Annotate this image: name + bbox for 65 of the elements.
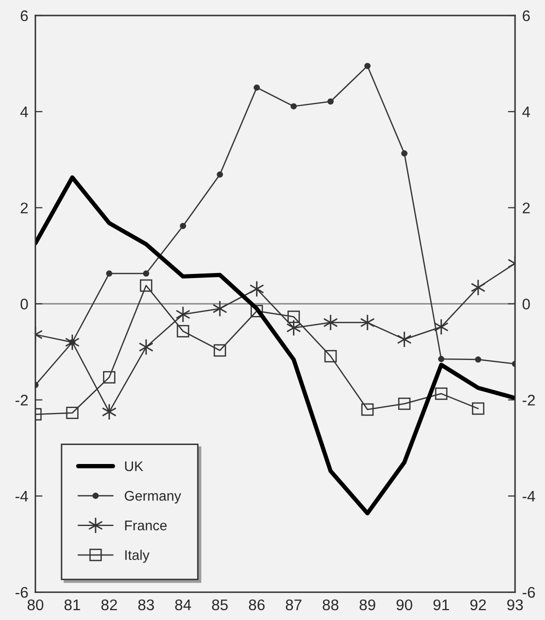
y2-tick-label: 6: [522, 10, 530, 22]
point: [212, 300, 228, 317]
point: [472, 402, 484, 415]
x-tick-label: 83: [138, 599, 154, 610]
point: [470, 279, 486, 296]
y2-tick-label: -2: [522, 394, 535, 406]
x-tick-label: 80: [28, 599, 44, 610]
point: [323, 314, 338, 331]
point: [435, 387, 448, 400]
y2-tick-label: 0: [522, 298, 530, 310]
point: [138, 338, 154, 356]
point: [216, 171, 224, 178]
y-tick-label: -6: [16, 586, 28, 598]
x-tick-label: 81: [64, 599, 80, 610]
point: [438, 356, 444, 362]
y2-tick-label: -4: [522, 491, 536, 502]
x-tick-label: 91: [433, 599, 449, 610]
legend-label: UK: [125, 461, 144, 472]
point: [290, 103, 297, 110]
point: [397, 331, 412, 348]
y-tick-label: -2: [16, 394, 28, 406]
point: [364, 62, 371, 70]
point: [106, 270, 112, 277]
point: [434, 318, 449, 336]
x-tick-label: 92: [470, 599, 486, 610]
x-tick-label: 82: [101, 599, 117, 610]
point: [324, 350, 337, 362]
x-tick-label: 90: [396, 599, 412, 610]
x-tick-label: 88: [322, 599, 338, 610]
point: [475, 356, 482, 363]
point: [103, 371, 116, 384]
point: [140, 279, 152, 292]
y-tick-label: 4: [20, 106, 28, 118]
x-tick-label: 85: [212, 599, 228, 610]
point: [401, 150, 408, 157]
point: [398, 398, 411, 410]
point: [249, 280, 264, 298]
point: [102, 404, 117, 420]
y-tick-label: 2: [20, 202, 28, 214]
point: [250, 304, 263, 318]
point: [254, 84, 260, 91]
x-tick-label: 87: [286, 599, 302, 610]
legend-label: Germany: [124, 490, 182, 504]
legend-label: France: [125, 520, 167, 530]
legend-label: Italy: [125, 550, 150, 563]
point: [327, 98, 334, 105]
point: [361, 403, 374, 416]
line-series: [35, 175, 516, 516]
y-tick-label: 6: [20, 10, 28, 22]
point: [142, 270, 150, 277]
x-tick-label: 86: [248, 599, 265, 610]
point: [287, 310, 300, 323]
y-tick-label: -4: [16, 491, 28, 502]
point: [286, 319, 301, 336]
point: [214, 344, 226, 357]
x-tick-label: 93: [507, 599, 523, 610]
point: [176, 325, 190, 338]
point: [180, 222, 186, 230]
x-tick-label: 89: [360, 599, 376, 610]
y2-tick-label: 2: [522, 202, 530, 214]
y2-tick-label: 4: [522, 106, 530, 118]
y2-tick-label: -6: [522, 586, 535, 598]
x-tick-label: 84: [175, 599, 192, 610]
point: [66, 406, 78, 420]
y-tick-label: 0: [20, 298, 28, 310]
